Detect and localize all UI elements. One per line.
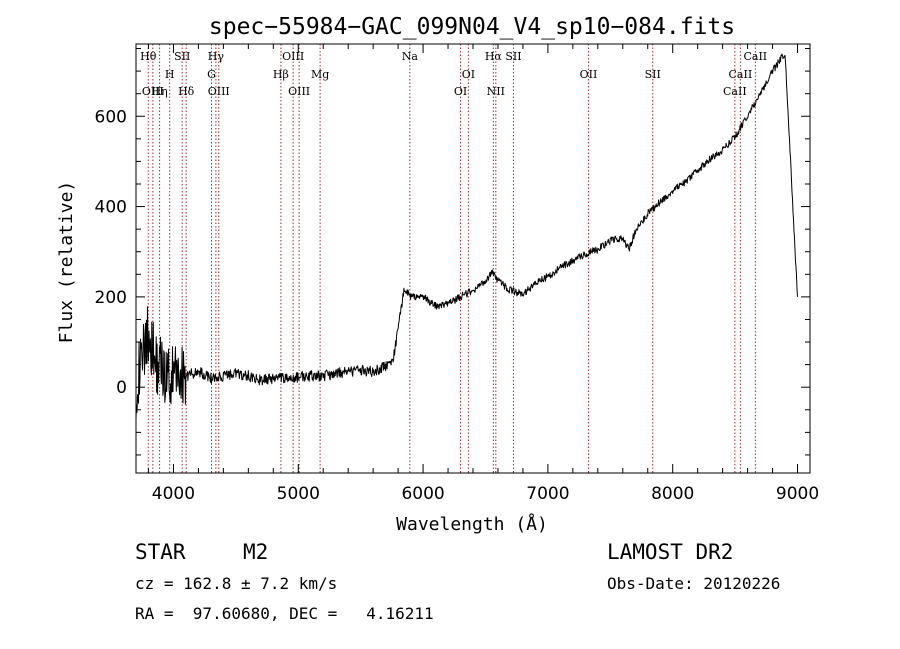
plot-frame bbox=[135, 43, 811, 474]
line-label-0: Hθ bbox=[140, 50, 157, 63]
y-tick-label: 0 bbox=[116, 378, 127, 398]
x-tick-label: 8000 bbox=[651, 484, 694, 504]
line-label-2: Hη bbox=[151, 85, 167, 98]
spectrum-line-0 bbox=[135, 53, 798, 419]
line-label-8: OIII bbox=[208, 85, 230, 98]
x-tick-label: 7000 bbox=[526, 484, 569, 504]
line-label-4: SII bbox=[174, 50, 190, 63]
line-label-21: CaII bbox=[743, 50, 767, 63]
x-tick-label: 4000 bbox=[152, 484, 195, 504]
line-label-13: Na bbox=[402, 50, 419, 63]
line-label-1: OIII bbox=[142, 85, 164, 98]
line-label-22: CaII bbox=[729, 68, 753, 81]
x-axis-label: Wavelength (Å) bbox=[396, 513, 548, 535]
line-label-7: G bbox=[207, 68, 216, 81]
y-tick-label: 200 bbox=[95, 288, 127, 308]
line-label-3: H bbox=[165, 68, 175, 81]
line-label-17: SII bbox=[505, 50, 521, 63]
survey-name: LAMOST DR2 bbox=[607, 540, 734, 564]
axis-ticks bbox=[136, 44, 810, 473]
object-class: STAR bbox=[135, 540, 186, 564]
line-label-11: OIII bbox=[288, 85, 310, 98]
obs-date-text: Obs-Date: 20120226 bbox=[607, 574, 781, 593]
line-label-19: OII bbox=[580, 68, 598, 81]
line-label-6: Hγ bbox=[208, 50, 225, 63]
line-label-18: NII bbox=[487, 85, 505, 98]
spectral-line-labels: HθOIIIHηHSIIHδHγGOIIIOIIIHβOIIIMgNaOIOIH… bbox=[140, 50, 767, 98]
spectral-line-markers bbox=[147, 44, 756, 473]
line-label-10: Hβ bbox=[273, 68, 289, 81]
line-label-23: CaII bbox=[723, 85, 747, 98]
y-tick-label: 600 bbox=[95, 107, 127, 127]
line-label-9: OIII bbox=[282, 50, 304, 63]
x-tick-label: 5000 bbox=[277, 484, 320, 504]
line-label-15: OI bbox=[454, 85, 467, 98]
x-tick-label: 9000 bbox=[776, 484, 819, 504]
object-subclass: M2 bbox=[243, 540, 269, 564]
redshift-text: cz = 162.8 ± 7.2 km/s bbox=[135, 574, 338, 593]
line-label-5: Hδ bbox=[178, 85, 195, 98]
coordinates-text: RA = 97.60680, DEC = 4.16211 bbox=[135, 604, 434, 623]
chart-title: spec−55984−GAC_099N04_V4_sp10−084.fits bbox=[209, 14, 735, 40]
line-label-20: SII bbox=[645, 68, 661, 81]
spectrum-series bbox=[135, 53, 798, 419]
y-axis-label: Flux (relative) bbox=[56, 181, 77, 344]
line-label-12: Mg bbox=[311, 68, 329, 81]
y-tick-label: 400 bbox=[95, 198, 127, 218]
axis-tick-labels: 4000 5000 6000 7000 8000 9000 0 200 400 600 bbox=[95, 107, 820, 504]
x-tick-label: 6000 bbox=[401, 484, 444, 504]
line-label-16: Hα bbox=[485, 50, 503, 63]
line-label-14: OI bbox=[462, 68, 475, 81]
